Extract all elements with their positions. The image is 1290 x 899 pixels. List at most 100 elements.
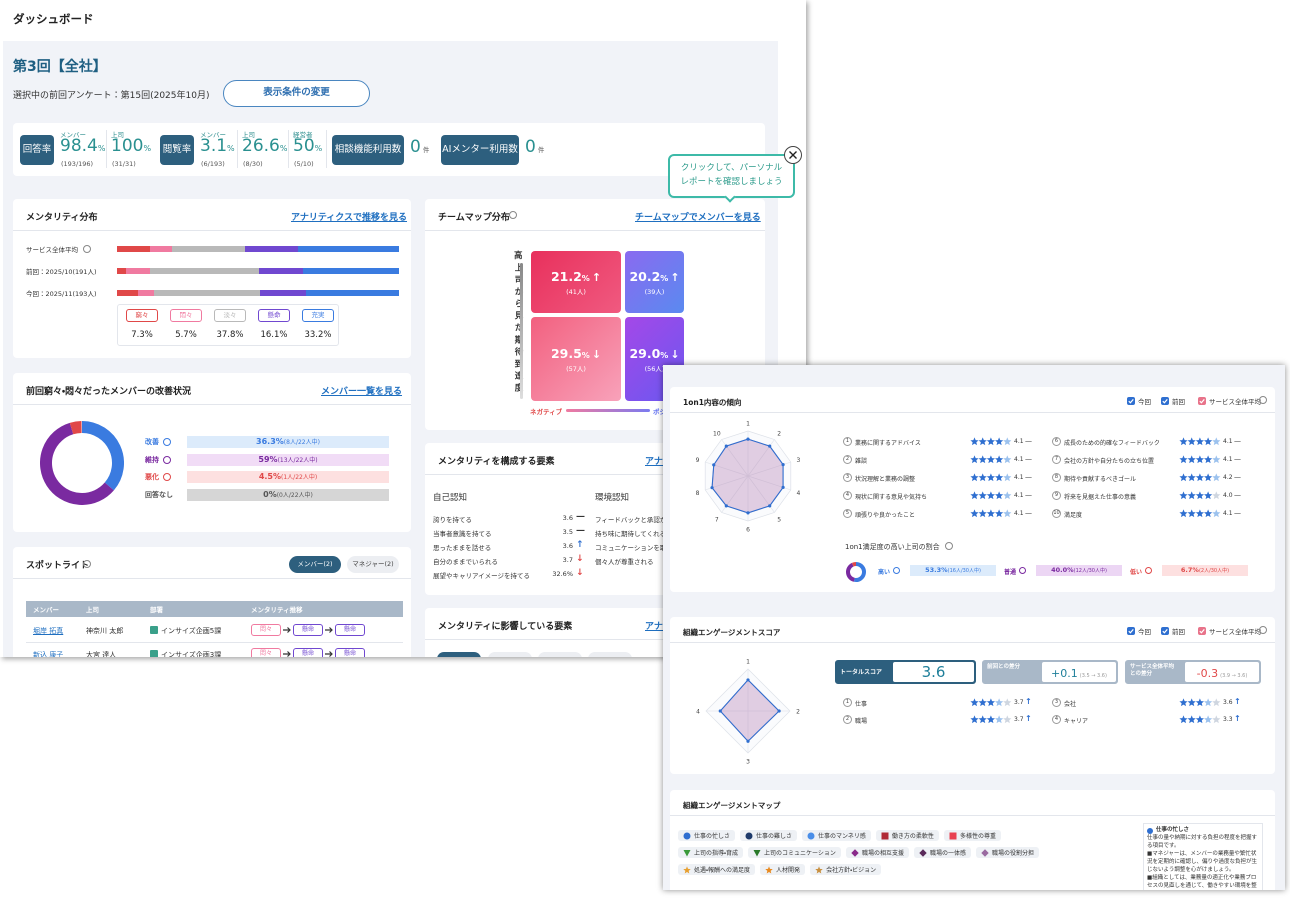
arrow xyxy=(325,627,333,633)
element-value: 3.7 xyxy=(562,556,573,564)
stat-number: 100 xyxy=(111,136,144,156)
help-icon[interactable] xyxy=(83,560,91,568)
legend-label: 処遇・報酬への満足度 xyxy=(694,867,751,874)
legend-chip[interactable]: 仕事の忙しさ xyxy=(678,830,736,841)
legend-chip[interactable]: 上司のコミュニケーション xyxy=(748,847,841,858)
star xyxy=(995,509,1004,518)
item-score: 4.1 xyxy=(1014,492,1024,499)
star xyxy=(1204,473,1213,482)
legend-chip[interactable]: 会社方針・ビジョン xyxy=(810,864,882,875)
star xyxy=(995,455,1004,464)
status-detail: (0人/22人中) xyxy=(276,491,313,499)
star-rating xyxy=(970,509,1012,518)
status-name: 回答なし xyxy=(145,490,173,499)
tab-active[interactable] xyxy=(437,652,481,657)
check-mark xyxy=(1128,399,1134,404)
item-score: 4.1 xyxy=(1014,510,1024,517)
item-score: 4.1 xyxy=(1014,456,1024,463)
element-label: 個々人が尊重される xyxy=(595,558,654,566)
card-link[interactable]: アナリティクスで推移を見る xyxy=(291,213,408,223)
item-label: 現状に関する意見や気持ち xyxy=(855,494,928,501)
legend-label: 仕事の忙しさ xyxy=(694,833,731,840)
filter-label[interactable]: 前回 xyxy=(1172,398,1185,406)
legend-chip[interactable]: 処遇・報酬への満足度 xyxy=(678,864,756,875)
filter-label[interactable]: サービス全体平均 xyxy=(1209,628,1261,636)
help-icon[interactable] xyxy=(1259,396,1267,404)
star xyxy=(1212,455,1221,464)
filter-label[interactable]: サービス全体平均 xyxy=(1209,398,1261,406)
map-cell[interactable]: 29.5% ↓ (57人) xyxy=(531,317,621,401)
filter-label[interactable]: 前回 xyxy=(1172,628,1185,636)
tab[interactable] xyxy=(588,652,632,657)
legend-chip[interactable]: 多様性の尊重 xyxy=(943,830,1001,841)
help-icon[interactable] xyxy=(1259,626,1267,634)
filter-checkbox[interactable] xyxy=(1198,397,1206,405)
star xyxy=(978,698,987,707)
card-title: 前回窮々・悶々だったメンバーの改善状況 xyxy=(26,387,192,397)
member-link[interactable]: 堀岸 拓真 xyxy=(33,627,64,635)
element-label: 展望やキャリアイメージを持てる xyxy=(433,572,531,580)
card-link[interactable]: チームマップでメンバーを見る xyxy=(635,213,761,223)
check xyxy=(1162,629,1168,634)
star-rating xyxy=(1179,473,1221,482)
tab[interactable] xyxy=(538,652,582,657)
item-number: 1 xyxy=(843,437,852,446)
filter-checkbox[interactable] xyxy=(1161,397,1169,405)
stat-value: 50% xyxy=(293,136,322,156)
cell-number: 29.5 xyxy=(550,345,582,361)
member-link[interactable]: 新込 康子 xyxy=(33,651,64,657)
legend-chip[interactable]: 職場の役割分担 xyxy=(975,847,1039,858)
star xyxy=(1003,698,1012,707)
help-icon[interactable] xyxy=(945,542,953,550)
item-score: 4.1 xyxy=(1223,510,1233,517)
legend-chip[interactable]: 職場の一体感 xyxy=(913,847,971,858)
map-cell[interactable]: 21.2% ↑ (41人) xyxy=(531,251,621,313)
tab-active[interactable]: メンバー(2) xyxy=(289,556,341,573)
tab[interactable] xyxy=(488,652,532,657)
cell-unit: % xyxy=(581,350,590,360)
legend-chip[interactable]: 人材開発 xyxy=(760,864,806,875)
close-icon xyxy=(789,151,797,159)
status-icon xyxy=(163,473,171,481)
star xyxy=(1187,509,1196,518)
diff-value: -0.3 (3.9 → 3.6) xyxy=(1185,662,1259,682)
item-number: 5 xyxy=(843,509,852,518)
cell-unit: % xyxy=(660,273,669,283)
trend-arrow xyxy=(283,627,291,633)
help-icon[interactable] xyxy=(509,211,517,219)
map-cell[interactable]: 20.2% ↑ (39人) xyxy=(625,251,684,313)
radar-point xyxy=(746,678,750,682)
filter-checkbox[interactable] xyxy=(1127,627,1135,635)
help-icon[interactable] xyxy=(83,245,91,253)
cell-trend: ↓ xyxy=(670,347,680,361)
legend-chip[interactable]: 職場の相互支援 xyxy=(845,847,909,858)
radar-axis-label: 7 xyxy=(715,516,719,523)
item-label: 成長のための的確なフィードバック xyxy=(1064,440,1160,447)
star xyxy=(995,715,1004,724)
star-rating xyxy=(1179,698,1221,707)
filter-checkbox[interactable] xyxy=(1161,627,1169,635)
filter-checkbox[interactable] xyxy=(1127,397,1135,405)
item-label: 会社の方針や自分たちの立ち位置 xyxy=(1064,458,1155,465)
tooltip[interactable]: クリックして、パーソナルレポートを確認しましょう xyxy=(668,154,795,198)
legend-chip[interactable]: 仕事のマンネリ感 xyxy=(802,830,871,841)
filter-checkbox[interactable] xyxy=(1198,627,1206,635)
legend-badge: 悶々 xyxy=(170,309,202,322)
trend-arrow xyxy=(283,651,291,657)
filter-label[interactable]: 今回 xyxy=(1138,398,1151,406)
legend-icon xyxy=(683,832,691,839)
item-trend: — xyxy=(1234,437,1241,445)
legend-chip[interactable]: 仕事の難しさ xyxy=(740,830,798,841)
radar-point xyxy=(781,462,785,467)
tab[interactable]: マネジャー(2) xyxy=(347,556,399,573)
card-link[interactable]: メンバー一覧を見る xyxy=(321,387,403,397)
legend-chip[interactable]: 上司の指導・育成 xyxy=(678,847,744,858)
star xyxy=(978,437,987,446)
legend-chip[interactable]: 働き方の柔軟性 xyxy=(875,830,939,841)
radar-point xyxy=(768,504,772,508)
filter-label[interactable]: 今回 xyxy=(1138,628,1151,636)
close-button[interactable] xyxy=(784,146,802,164)
condition-button[interactable]: 表示条件の変更 xyxy=(223,80,370,107)
